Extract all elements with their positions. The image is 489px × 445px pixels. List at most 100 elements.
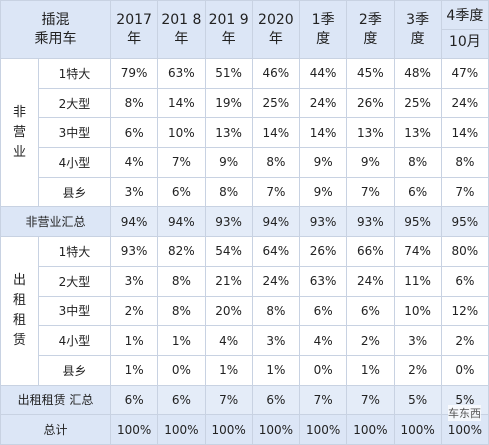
summary-row: 非营业汇总 94% 94% 93% 94% 93% 93% 95% 95% xyxy=(0,206,489,238)
data-row: 4小型 1% 1% 4% 3% 4% 2% 3% 2% xyxy=(1,325,489,356)
summary-row: 出租租赁 汇总 6% 6% 7% 6% 7% 7% 5% 5% xyxy=(0,384,489,416)
value-cell: 7% xyxy=(440,176,489,208)
value-cell: 5% xyxy=(393,384,442,416)
corner-line: 乘用车 xyxy=(34,30,77,47)
value-cell: 25% xyxy=(251,87,301,119)
value-cell: 9% xyxy=(346,147,395,178)
value-cell: 21% xyxy=(204,265,253,297)
value-cell: 6% xyxy=(298,295,348,327)
value-cell: 7% xyxy=(251,176,301,208)
value-cell: 7% xyxy=(298,384,348,416)
value-cell: 7% xyxy=(204,384,253,416)
column-header-line: 度 xyxy=(316,30,331,47)
value-cell: 95% xyxy=(393,206,442,238)
value-cell: 54% xyxy=(204,236,253,267)
value-cell: 0% xyxy=(440,354,489,386)
column-header: 201 9 年 xyxy=(204,0,253,59)
value-cell: 0% xyxy=(298,354,348,386)
corner-line: 插混 xyxy=(41,11,70,28)
value-cell: 94% xyxy=(251,206,301,238)
row-label: 县乡 xyxy=(38,176,111,208)
data-row: 县乡 3% 6% 8% 7% 9% 7% 6% 7% xyxy=(1,176,489,208)
row-label: 1特大 xyxy=(38,236,111,267)
value-cell: 3% xyxy=(109,265,159,297)
value-cell: 94% xyxy=(109,206,159,238)
value-cell: 6% xyxy=(157,384,206,416)
value-cell: 11% xyxy=(393,265,442,297)
value-cell: 8% xyxy=(157,265,206,297)
value-cell: 13% xyxy=(393,117,442,149)
column-header-line: 度 xyxy=(410,30,425,47)
value-cell: 9% xyxy=(298,176,348,208)
data-row: 县乡 1% 0% 1% 1% 0% 1% 2% 0% xyxy=(1,354,489,386)
value-cell: 8% xyxy=(109,87,159,119)
value-cell: 100% xyxy=(204,414,253,445)
value-cell: 63% xyxy=(298,265,348,297)
column-header: 1季度 xyxy=(298,0,348,59)
row-label: 2大型 xyxy=(38,87,111,119)
value-cell: 7% xyxy=(157,147,206,178)
value-cell: 63% xyxy=(157,58,206,89)
value-cell: 100% xyxy=(298,414,348,445)
column-header: 2季度 xyxy=(346,0,395,59)
value-cell: 20% xyxy=(204,295,253,327)
row-label: 2大型 xyxy=(38,265,111,297)
value-cell: 13% xyxy=(346,117,395,149)
group-label-text: 非营业 xyxy=(13,104,27,160)
group-label: 出租租赁 xyxy=(0,236,39,386)
column-header-line: 度 xyxy=(363,30,378,47)
value-cell: 14% xyxy=(298,117,348,149)
row-label: 3中型 xyxy=(38,117,111,149)
value-cell: 4% xyxy=(298,325,348,356)
value-cell: 44% xyxy=(298,58,348,89)
header-row: 插混 乘用车 2017 年 201 8 年 201 9 年 2020 年 1季度 2季度 3季度 4季度 1… xyxy=(0,0,489,59)
value-cell: 4% xyxy=(109,147,159,178)
watermark: 车东西 xyxy=(448,405,481,421)
value-cell: 2% xyxy=(393,354,442,386)
value-cell: 45% xyxy=(346,58,395,89)
value-cell: 1% xyxy=(157,325,206,356)
value-cell: 19% xyxy=(204,87,253,119)
value-cell: 4% xyxy=(204,325,253,356)
data-row: 3中型 2% 8% 20% 8% 6% 6% 10% 12% xyxy=(1,295,489,327)
value-cell: 6% xyxy=(251,384,301,416)
value-cell: 24% xyxy=(251,265,301,297)
value-cell: 7% xyxy=(346,384,395,416)
value-cell: 13% xyxy=(204,117,253,149)
group-label-text: 出租租赁 xyxy=(13,272,27,348)
value-cell: 24% xyxy=(298,87,348,119)
value-cell: 94% xyxy=(157,206,206,238)
value-cell: 9% xyxy=(298,147,348,178)
value-cell: 100% xyxy=(157,414,206,445)
value-cell: 9% xyxy=(204,147,253,178)
value-cell: 3% xyxy=(393,325,442,356)
row-label: 4小型 xyxy=(38,325,111,356)
total-label: 总计 xyxy=(0,414,111,445)
summary-label: 非营业汇总 xyxy=(0,206,111,238)
total-row: 总计 100% 100% 100% 100% 100% 100% 100% 100% xyxy=(0,414,489,445)
value-cell: 1% xyxy=(109,325,159,356)
corner-cell: 插混 乘用车 xyxy=(0,0,111,59)
value-cell: 10% xyxy=(393,295,442,327)
data-row: 2大型 3% 8% 21% 24% 63% 24% 11% 6% xyxy=(1,265,489,297)
value-cell: 14% xyxy=(157,87,206,119)
column-header-line: 年 xyxy=(221,30,236,47)
value-cell: 25% xyxy=(393,87,442,119)
value-cell: 6% xyxy=(157,176,206,208)
column-header: 3季度 xyxy=(393,0,442,59)
value-cell: 14% xyxy=(440,117,489,149)
value-cell: 66% xyxy=(346,236,395,267)
column-header-line: 201 9 xyxy=(208,11,249,28)
value-cell: 100% xyxy=(109,414,159,445)
value-cell: 2% xyxy=(109,295,159,327)
value-cell: 93% xyxy=(109,236,159,267)
value-cell: 14% xyxy=(251,117,301,149)
value-cell: 8% xyxy=(440,147,489,178)
value-cell: 51% xyxy=(204,58,253,89)
column-header-line: 3季 xyxy=(406,11,430,28)
column-header-line: 2季 xyxy=(358,11,382,28)
value-cell: 24% xyxy=(346,265,395,297)
value-cell: 8% xyxy=(251,147,301,178)
value-cell: 12% xyxy=(440,295,489,327)
value-cell: 10% xyxy=(157,117,206,149)
